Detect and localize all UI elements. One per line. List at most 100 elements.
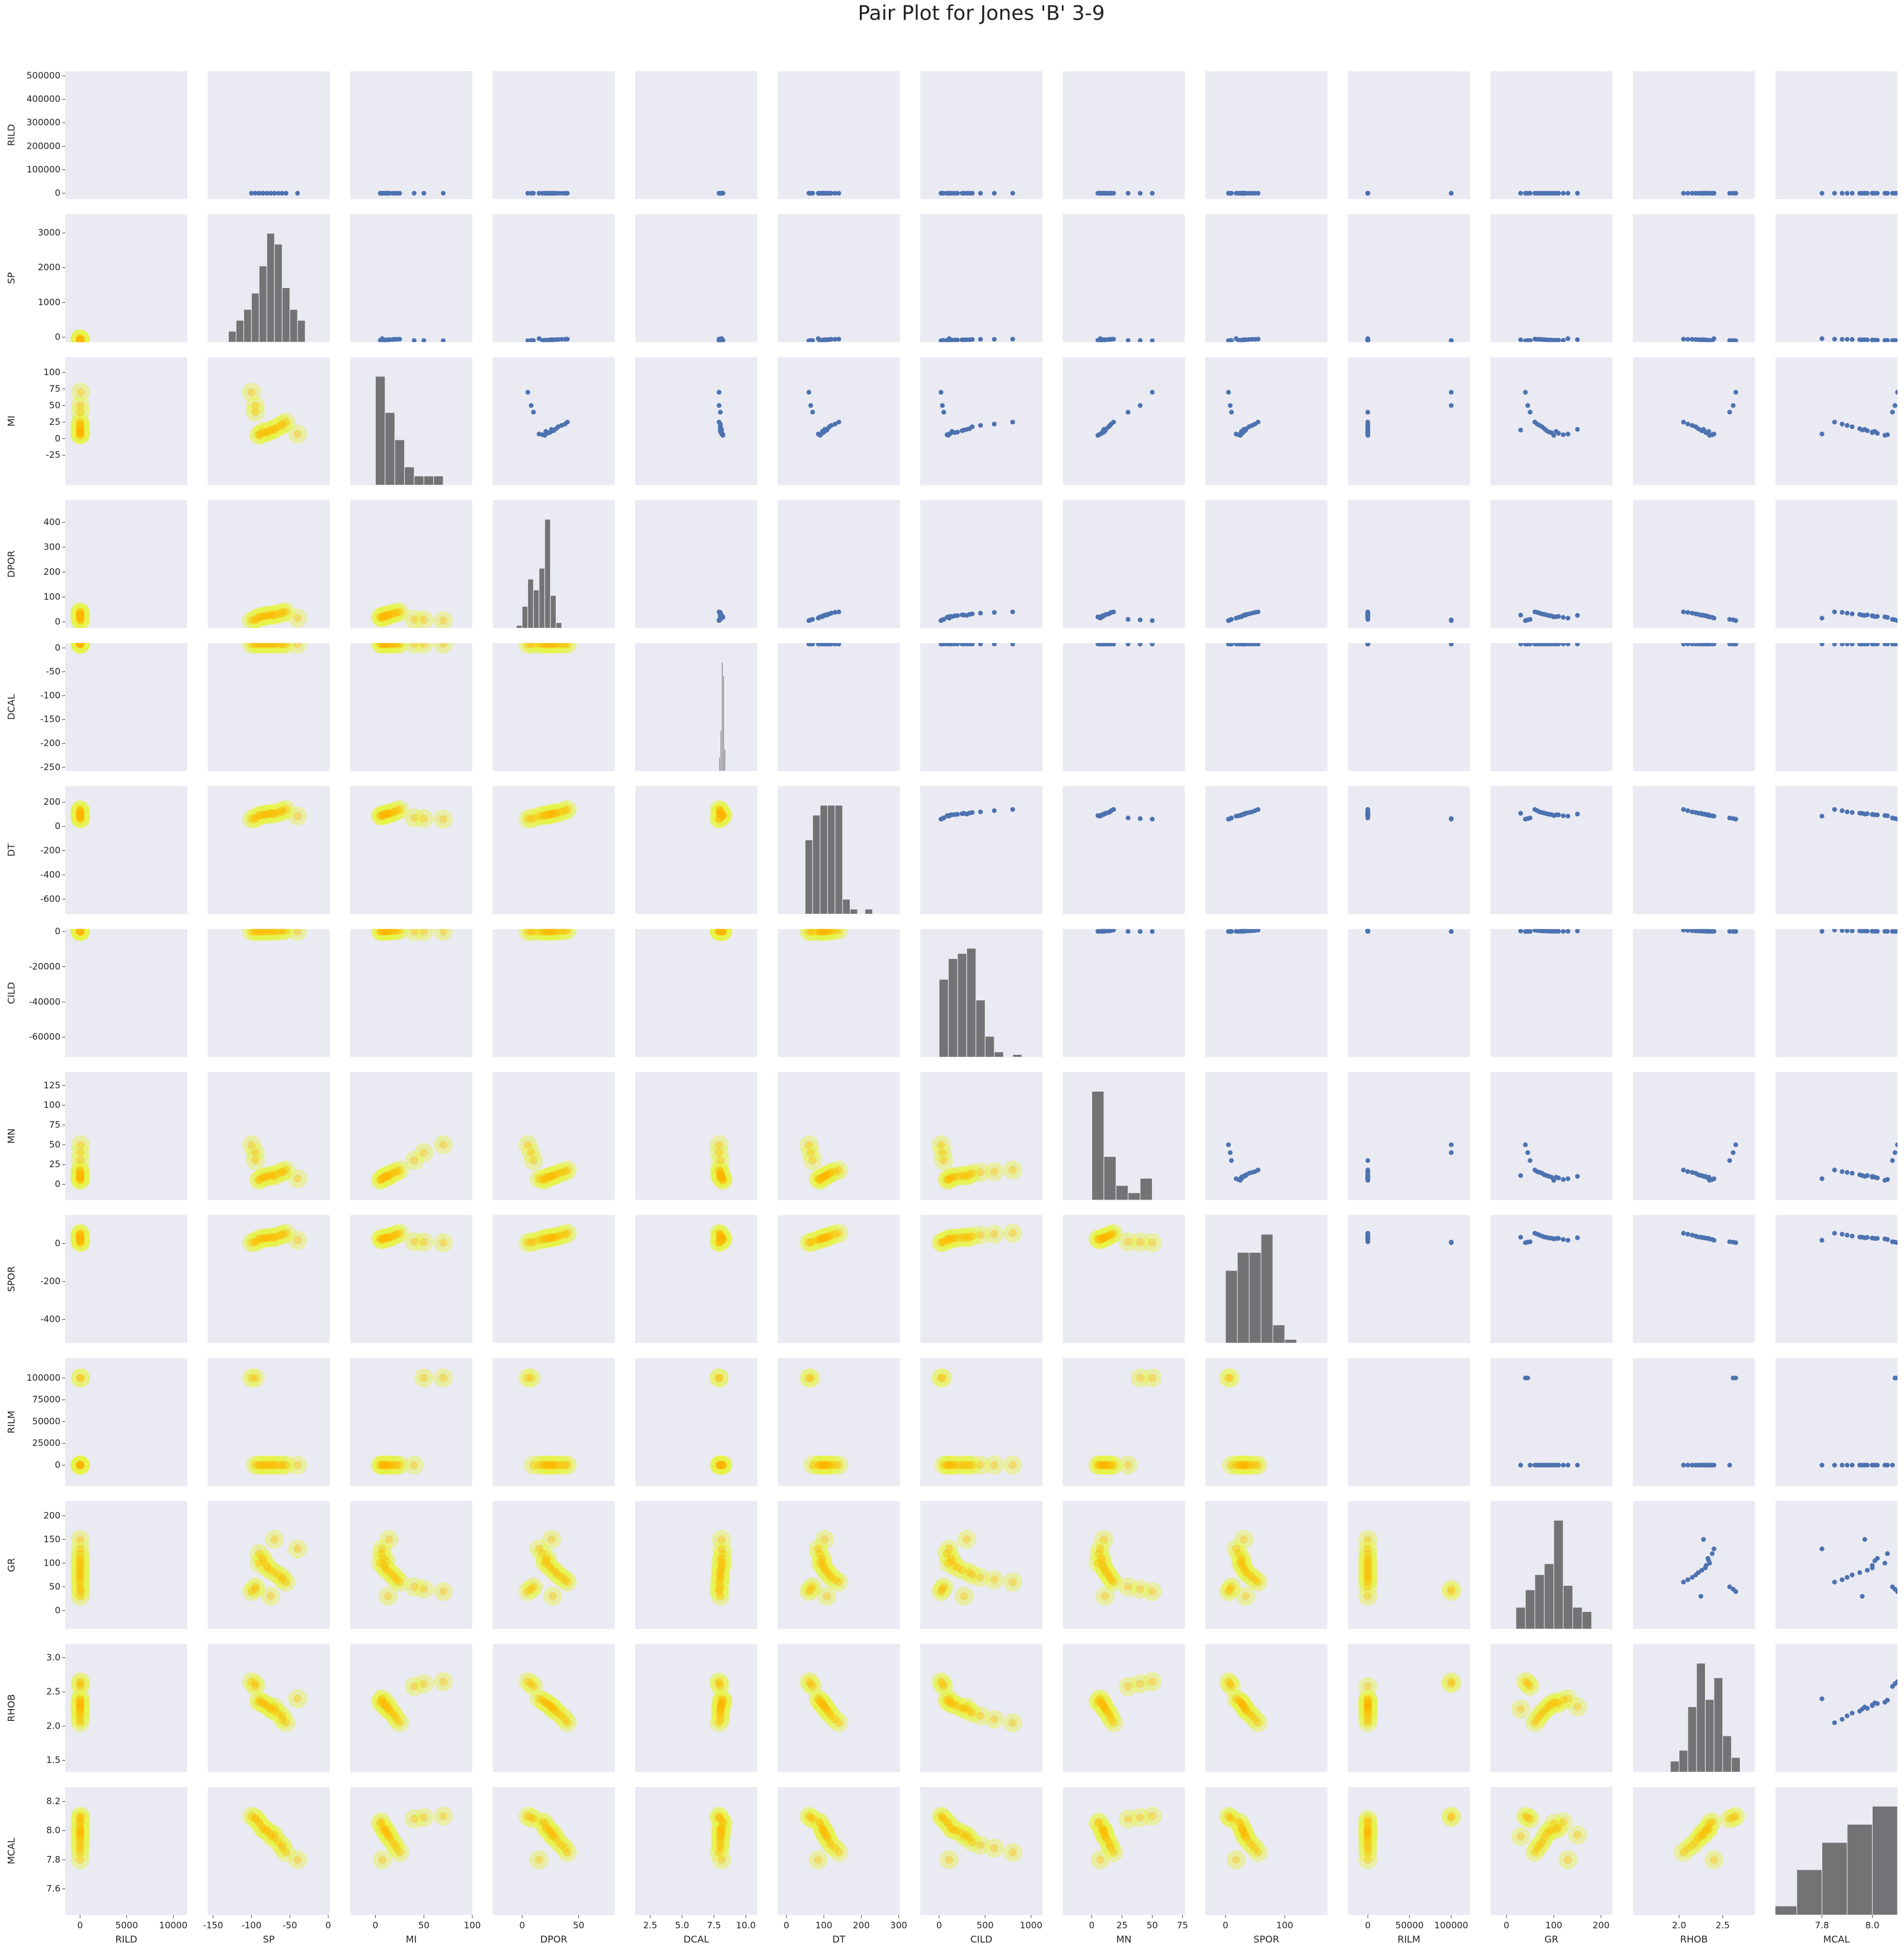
- panel: [1490, 214, 1612, 343]
- kde-core: [717, 1234, 726, 1243]
- kde-core: [1105, 1838, 1113, 1847]
- kde-core: [1540, 1707, 1549, 1716]
- kde-core: [543, 1699, 552, 1708]
- kde-core: [76, 612, 85, 620]
- kde-core: [409, 1682, 418, 1691]
- kde-blob: [1118, 1577, 1138, 1596]
- kde-blob: [712, 1556, 731, 1575]
- kde-blob: [433, 1582, 453, 1601]
- kde-blob: [817, 1166, 837, 1185]
- kde-blob: [1118, 1455, 1138, 1475]
- kde-blob: [1236, 1455, 1255, 1475]
- kde-core: [538, 1817, 547, 1826]
- kde-core: [968, 1570, 977, 1579]
- kde-blob: [253, 607, 273, 626]
- panel-marks: [1819, 191, 1897, 196]
- kde-core: [938, 1585, 947, 1593]
- kde-blob: [1249, 1455, 1268, 1475]
- kde-blob: [711, 929, 730, 941]
- kde-blob: [1236, 1700, 1255, 1719]
- kde-core: [274, 423, 283, 431]
- kde-core: [715, 1239, 724, 1247]
- kde-blob: [372, 1455, 392, 1475]
- scatter-point: [1685, 1577, 1691, 1582]
- kde-blob: [933, 1368, 952, 1388]
- scatter-point: [1839, 1463, 1845, 1468]
- kde-blob: [71, 1560, 90, 1580]
- kde-blob: [1530, 1835, 1550, 1855]
- kde-blob: [711, 929, 730, 940]
- kde-core: [380, 1234, 389, 1243]
- kde-core: [382, 929, 391, 936]
- kde-core: [383, 929, 392, 936]
- scatter-point: [1523, 1142, 1528, 1147]
- hist-bar: [243, 309, 252, 343]
- scatter-point: [1228, 191, 1233, 196]
- scatter-point: [1832, 420, 1837, 425]
- kde-core: [255, 643, 264, 648]
- kde-core: [1098, 1825, 1107, 1833]
- kde-core: [716, 1682, 725, 1691]
- kde-blob: [1673, 1843, 1693, 1863]
- panel: [635, 643, 757, 772]
- kde-blob: [1540, 1696, 1559, 1716]
- kde-blob: [385, 1163, 405, 1182]
- kde-blob: [799, 929, 818, 941]
- kde-blob: [957, 1529, 977, 1549]
- kde-core: [527, 643, 536, 648]
- hist-bar: [423, 475, 434, 485]
- kde-blob: [1540, 1821, 1559, 1841]
- kde-core: [717, 1234, 726, 1243]
- scatter-point: [1730, 1240, 1736, 1245]
- panel: [1490, 71, 1612, 199]
- kde-core: [1545, 1701, 1554, 1710]
- kde-core: [1148, 1239, 1157, 1247]
- kde-blob: [817, 1227, 837, 1247]
- kde-blob: [276, 1572, 296, 1592]
- panel-marks: [516, 519, 562, 628]
- kde-core: [76, 608, 85, 617]
- kde-core: [376, 612, 385, 621]
- kde-core: [1109, 1577, 1118, 1586]
- kde-blob: [546, 929, 566, 940]
- kde-core: [76, 1234, 85, 1243]
- y-tick-label: 100000: [27, 164, 60, 175]
- kde-blob: [71, 929, 90, 941]
- kde-blob: [712, 929, 731, 941]
- kde-core: [938, 1679, 947, 1688]
- kde-core: [247, 1374, 256, 1383]
- kde-blob: [536, 1455, 556, 1475]
- kde-core: [1096, 1694, 1105, 1703]
- kde-core: [258, 811, 267, 820]
- panel-marks: [938, 807, 1015, 822]
- panel-marks: [518, 1672, 577, 1733]
- panel-marks: [938, 191, 1015, 196]
- kde-blob: [709, 809, 729, 829]
- kde-core: [962, 1461, 971, 1470]
- kde-blob: [71, 1227, 90, 1247]
- kde-blob: [245, 929, 265, 941]
- kde-blob: [945, 1695, 965, 1715]
- kde-blob: [825, 1710, 845, 1729]
- kde-core: [818, 1461, 827, 1470]
- kde-core: [542, 929, 551, 936]
- kde-blob: [801, 1579, 821, 1599]
- kde-blob: [71, 423, 90, 442]
- kde-core: [831, 929, 840, 935]
- kde-core: [718, 1559, 727, 1567]
- kde-core: [76, 809, 85, 818]
- kde-core: [1521, 1677, 1530, 1686]
- panel-marks: [71, 1672, 90, 1733]
- scatter-point: [1892, 1150, 1897, 1156]
- kde-core: [376, 1559, 385, 1567]
- kde-core: [1107, 1461, 1116, 1470]
- kde-blob: [1246, 1570, 1265, 1589]
- kde-blob: [1219, 1672, 1238, 1691]
- kde-blob: [71, 1368, 90, 1388]
- scatter-point: [1097, 616, 1103, 621]
- scatter-point: [1535, 1231, 1540, 1237]
- kde-blob: [1243, 1567, 1262, 1587]
- kde-blob: [712, 1689, 731, 1708]
- kde-core: [545, 929, 553, 936]
- scatter-point: [1832, 609, 1837, 615]
